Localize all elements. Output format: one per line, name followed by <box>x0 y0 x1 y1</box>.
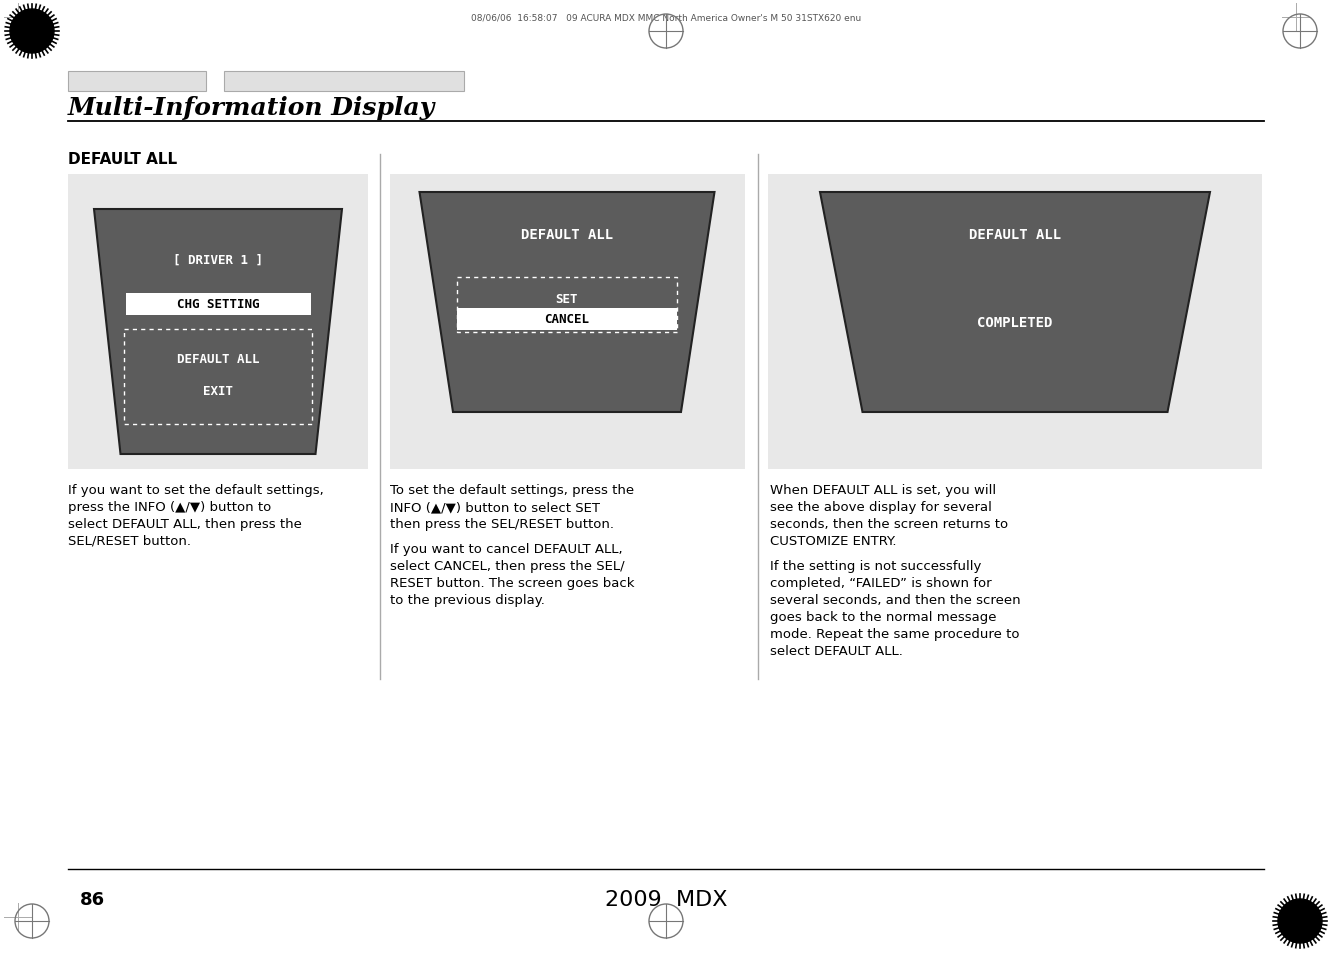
Text: select CANCEL, then press the SEL/: select CANCEL, then press the SEL/ <box>390 559 625 573</box>
Text: If you want to cancel DEFAULT ALL,: If you want to cancel DEFAULT ALL, <box>390 542 622 556</box>
Polygon shape <box>821 193 1209 413</box>
Text: EXIT: EXIT <box>202 385 233 398</box>
Text: If you want to set the default settings,: If you want to set the default settings, <box>68 483 324 497</box>
Text: to the previous display.: to the previous display. <box>390 594 545 606</box>
Text: seconds, then the screen returns to: seconds, then the screen returns to <box>770 517 1008 531</box>
Text: then press the SEL/RESET button.: then press the SEL/RESET button. <box>390 517 614 531</box>
Text: SEL/RESET button.: SEL/RESET button. <box>68 535 190 547</box>
Text: CUSTOMIZE ENTRY.: CUSTOMIZE ENTRY. <box>770 535 896 547</box>
Text: [ DRIVER 1 ]: [ DRIVER 1 ] <box>173 253 262 266</box>
Bar <box>390 174 745 470</box>
Text: 86: 86 <box>80 890 105 908</box>
Text: COMPLETED: COMPLETED <box>978 315 1052 330</box>
Text: mode. Repeat the same procedure to: mode. Repeat the same procedure to <box>770 627 1019 640</box>
Text: DEFAULT ALL: DEFAULT ALL <box>521 228 613 242</box>
Bar <box>68 174 368 470</box>
Text: 2009  MDX: 2009 MDX <box>605 889 727 909</box>
Bar <box>125 294 310 315</box>
Polygon shape <box>420 193 714 413</box>
Text: CHG SETTING: CHG SETTING <box>177 298 260 312</box>
Text: completed, “FAILED” is shown for: completed, “FAILED” is shown for <box>770 577 991 589</box>
Text: Multi-Information Display: Multi-Information Display <box>68 96 436 120</box>
Bar <box>769 174 1261 470</box>
Text: CANCEL: CANCEL <box>545 314 590 326</box>
Text: goes back to the normal message: goes back to the normal message <box>770 610 996 623</box>
Bar <box>224 71 464 91</box>
Text: If the setting is not successfully: If the setting is not successfully <box>770 559 982 573</box>
Text: To set the default settings, press the: To set the default settings, press the <box>390 483 634 497</box>
Text: RESET button. The screen goes back: RESET button. The screen goes back <box>390 577 634 589</box>
Polygon shape <box>95 210 342 455</box>
Text: several seconds, and then the screen: several seconds, and then the screen <box>770 594 1020 606</box>
Text: DEFAULT ALL: DEFAULT ALL <box>177 354 260 366</box>
Circle shape <box>11 10 55 54</box>
Text: select DEFAULT ALL, then press the: select DEFAULT ALL, then press the <box>68 517 302 531</box>
Text: 08/06/06  16:58:07   09 ACURA MDX MMC North America Owner's M 50 31STX620 enu: 08/06/06 16:58:07 09 ACURA MDX MMC North… <box>472 13 860 23</box>
Text: INFO (▲/▼) button to select SET: INFO (▲/▼) button to select SET <box>390 500 599 514</box>
Text: When DEFAULT ALL is set, you will: When DEFAULT ALL is set, you will <box>770 483 996 497</box>
Text: DEFAULT ALL: DEFAULT ALL <box>968 228 1062 242</box>
Bar <box>457 309 677 331</box>
Circle shape <box>1277 899 1321 943</box>
Text: DEFAULT ALL: DEFAULT ALL <box>68 152 177 167</box>
Text: select DEFAULT ALL.: select DEFAULT ALL. <box>770 644 903 658</box>
Text: see the above display for several: see the above display for several <box>770 500 992 514</box>
Text: SET: SET <box>555 294 578 306</box>
Bar <box>68 71 206 91</box>
Text: press the INFO (▲/▼) button to: press the INFO (▲/▼) button to <box>68 500 272 514</box>
